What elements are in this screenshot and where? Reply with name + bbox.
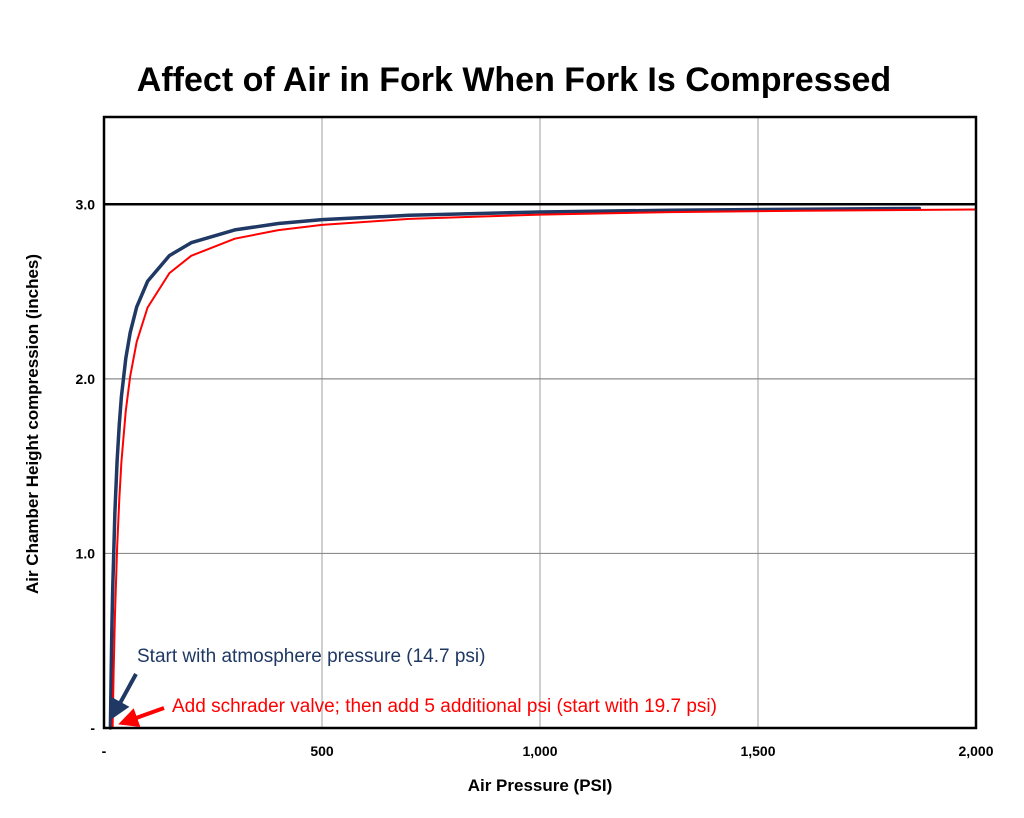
annotation-schrader: Add schrader valve; then add 5 additiona… <box>172 696 717 717</box>
x-tick-label: 1,500 <box>740 743 775 759</box>
plot-frame <box>102 115 978 730</box>
chart-title: Affect of Air in Fork When Fork Is Compr… <box>137 61 891 99</box>
annotation-atmosphere: Start with atmosphere pressure (14.7 psi… <box>137 646 486 667</box>
y-tick-label: 1.0 <box>76 545 96 561</box>
series-line-1 <box>108 206 922 730</box>
y-tick-label: 2.0 <box>76 371 96 387</box>
y-tick-label: 3.0 <box>76 196 96 212</box>
annotation-atmosphere-arrow <box>111 673 138 720</box>
x-tick-label: - <box>102 743 107 759</box>
y-axis-label: Air Chamber Height compression (inches) <box>23 254 42 594</box>
x-axis-label: Air Pressure (PSI) <box>468 776 613 795</box>
y-axis-ticks: - 1.0 2.0 3.0 <box>76 196 96 736</box>
y-tick-label: - <box>90 720 95 736</box>
x-tick-label: 2,000 <box>958 743 993 759</box>
x-axis-ticks: - 500 1,000 1,500 2,000 <box>102 743 994 759</box>
series-line-2 <box>111 208 977 729</box>
series-lines <box>108 206 977 730</box>
annotation-schrader-arrow <box>118 706 165 728</box>
x-tick-label: 1,000 <box>522 743 557 759</box>
x-tick-label: 500 <box>310 743 334 759</box>
